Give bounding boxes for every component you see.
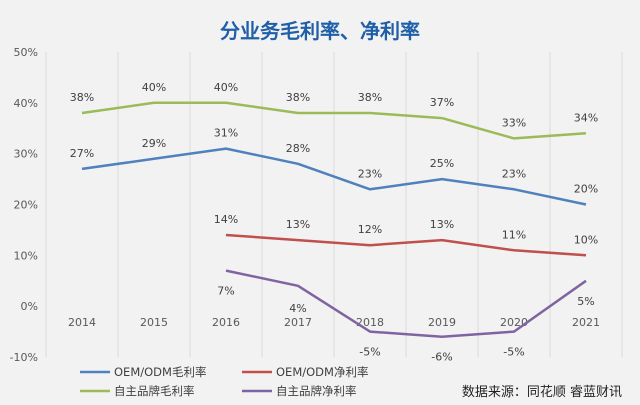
legend-item: 自主品牌毛利率: [80, 384, 195, 398]
data-label: 27%: [70, 147, 94, 160]
source-note: 数据来源：同花顺 睿蓝财讯: [462, 384, 622, 400]
legend-item: OEM/ODM净利率: [242, 365, 368, 379]
legend-item: OEM/ODM毛利率: [80, 365, 206, 379]
y-tick-label: 0%: [21, 300, 38, 313]
data-label: 23%: [358, 167, 382, 180]
data-label: 25%: [430, 157, 454, 170]
y-axis-ticks: 50% 40% 30% 20% 10% 0% -10%: [10, 46, 38, 364]
y-tick-label: 20%: [14, 199, 38, 212]
y-tick-label: 10%: [14, 249, 38, 262]
y-tick-label: -10%: [10, 351, 38, 364]
data-label: -6%: [431, 351, 452, 364]
x-tick-label: 2014: [68, 316, 96, 329]
data-label: -5%: [503, 346, 524, 359]
data-labels: 27% 31% 28% 23% 25% 23% 20% 14% 13% 12% 13% 11% 10% 3…: [70, 81, 598, 364]
series-lines: [81, 101, 587, 338]
data-label: 34%: [574, 111, 598, 124]
x-axis-ticks: 2014 2015 2016 2017 2018 2019 2020 2021: [68, 316, 600, 329]
data-label: 28%: [286, 142, 310, 155]
data-label: 4%: [289, 302, 306, 315]
x-tick-label: 2016: [212, 316, 240, 329]
data-label: 40%: [214, 81, 238, 94]
chart-title: 分业务毛利率、净利率: [220, 19, 420, 43]
legend-label: 自主品牌毛利率: [114, 384, 195, 398]
data-label: 10%: [574, 233, 598, 246]
data-label: 12%: [358, 223, 382, 236]
y-tick-label: 50%: [14, 46, 38, 59]
x-tick-label: 2017: [284, 316, 312, 329]
data-label: 20%: [574, 183, 598, 196]
x-tick-label: 2015: [140, 316, 168, 329]
legend-label: OEM/ODM毛利率: [114, 365, 206, 379]
data-label: 29%: [142, 137, 166, 150]
legend-label: OEM/ODM净利率: [276, 365, 368, 379]
y-tick-label: 40%: [14, 97, 38, 110]
series-line: [81, 101, 587, 140]
x-tick-label: 2018: [356, 316, 384, 329]
grid-lines: [45, 52, 623, 357]
legend-label: 自主品牌净利率: [276, 384, 357, 398]
x-tick-label: 2019: [428, 316, 456, 329]
data-label: 40%: [142, 81, 166, 94]
series-line: [81, 147, 587, 206]
data-label: 23%: [502, 167, 526, 180]
series-line: [225, 269, 587, 338]
data-label: 37%: [430, 96, 454, 109]
data-label: 31%: [214, 127, 238, 140]
x-tick-label: 2021: [572, 316, 600, 329]
data-label: -5%: [359, 346, 380, 359]
x-tick-label: 2020: [500, 316, 528, 329]
y-tick-label: 30%: [14, 148, 38, 161]
data-label: 11%: [502, 228, 526, 241]
series-line: [225, 233, 587, 257]
data-label: 38%: [358, 91, 382, 104]
data-label: 7%: [217, 285, 234, 298]
data-label: 13%: [430, 218, 454, 231]
data-label: 14%: [214, 213, 238, 226]
legend-item: 自主品牌净利率: [242, 384, 357, 398]
data-label: 38%: [70, 91, 94, 104]
data-label: 5%: [577, 295, 594, 308]
data-label: 38%: [286, 91, 310, 104]
data-label: 13%: [286, 218, 310, 231]
data-label: 33%: [502, 116, 526, 129]
